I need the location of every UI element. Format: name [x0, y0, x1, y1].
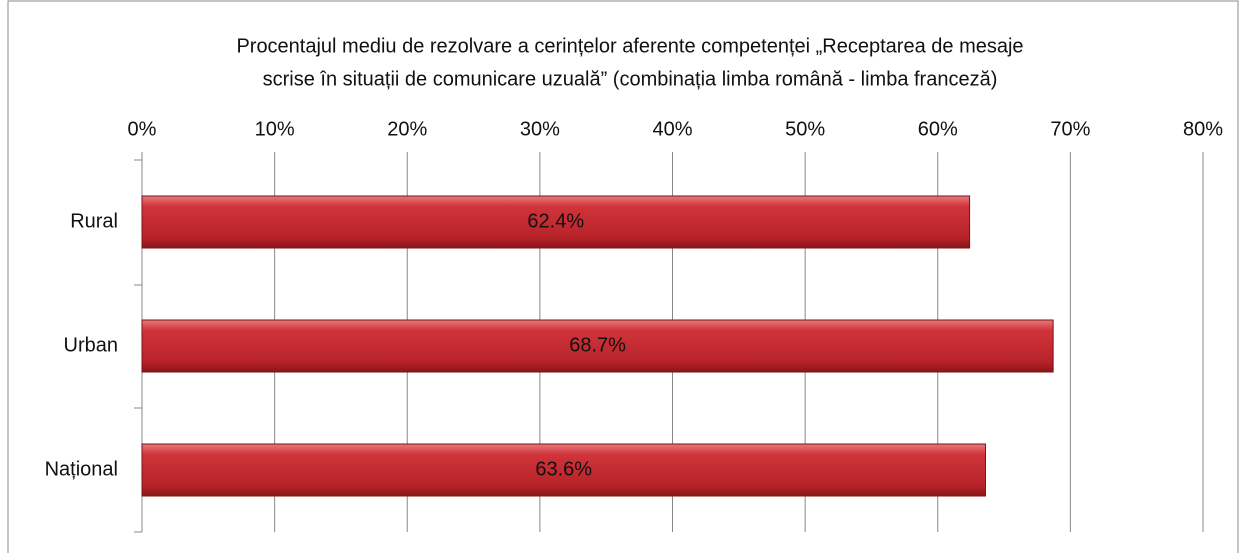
data-label: 63.6%	[535, 458, 592, 480]
bar	[141, 195, 971, 249]
chart-title: Procentajul mediu de rezolvare a cerințe…	[236, 35, 1023, 57]
y-tick-label: Național	[45, 458, 118, 480]
bar	[141, 319, 1054, 373]
x-tick-label: 80%	[1183, 118, 1223, 140]
data-label: 62.4%	[527, 210, 584, 232]
x-tick-label: 60%	[918, 118, 958, 140]
x-tick-label: 50%	[785, 118, 825, 140]
x-tick-label: 70%	[1050, 118, 1090, 140]
y-tick-label: Rural	[70, 210, 118, 232]
data-label: 68.7%	[569, 334, 626, 356]
x-tick-label: 20%	[387, 118, 427, 140]
x-tick-label: 0%	[128, 118, 157, 140]
y-tick-label: Urban	[64, 334, 118, 356]
x-tick-label: 30%	[520, 118, 560, 140]
chart-title: scrise în situații de comunicare uzuală”…	[263, 68, 998, 90]
bar	[141, 443, 986, 497]
x-tick-label: 40%	[652, 118, 692, 140]
x-tick-label: 10%	[255, 118, 295, 140]
